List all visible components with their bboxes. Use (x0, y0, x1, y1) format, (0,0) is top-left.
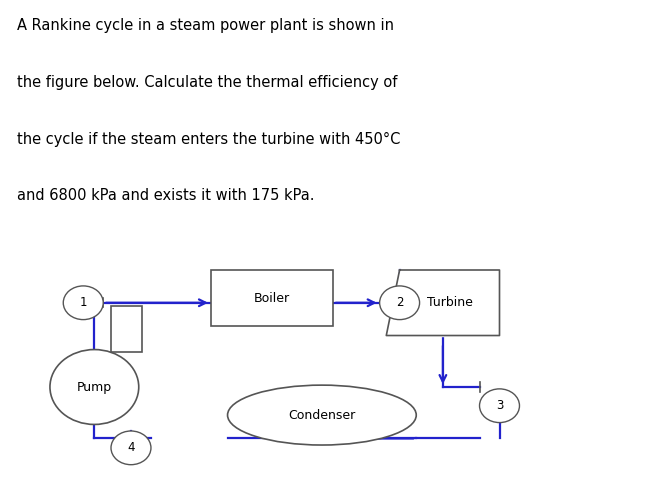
Text: Condenser: Condenser (288, 409, 356, 421)
Circle shape (480, 389, 519, 422)
Bar (111, 305, 142, 352)
Text: Pump: Pump (77, 381, 112, 394)
Text: and 6800 kPa and exists it with 175 kPa.: and 6800 kPa and exists it with 175 kPa. (17, 188, 314, 203)
Ellipse shape (228, 385, 416, 445)
Polygon shape (386, 270, 500, 336)
Text: 2: 2 (396, 296, 404, 309)
Bar (211, 270, 333, 326)
Circle shape (380, 286, 420, 320)
Text: 3: 3 (496, 399, 503, 412)
Text: 4: 4 (127, 442, 135, 454)
Circle shape (111, 431, 151, 465)
Text: Boiler: Boiler (254, 292, 290, 304)
Text: Turbine: Turbine (427, 296, 472, 309)
Text: the figure below. Calculate the thermal efficiency of: the figure below. Calculate the thermal … (17, 75, 397, 90)
Text: the cycle if the steam enters the turbine with 450°C: the cycle if the steam enters the turbin… (17, 132, 400, 147)
Text: 1: 1 (79, 296, 87, 309)
Circle shape (63, 286, 103, 320)
Text: A Rankine cycle in a steam power plant is shown in: A Rankine cycle in a steam power plant i… (17, 18, 394, 33)
Circle shape (50, 350, 139, 424)
